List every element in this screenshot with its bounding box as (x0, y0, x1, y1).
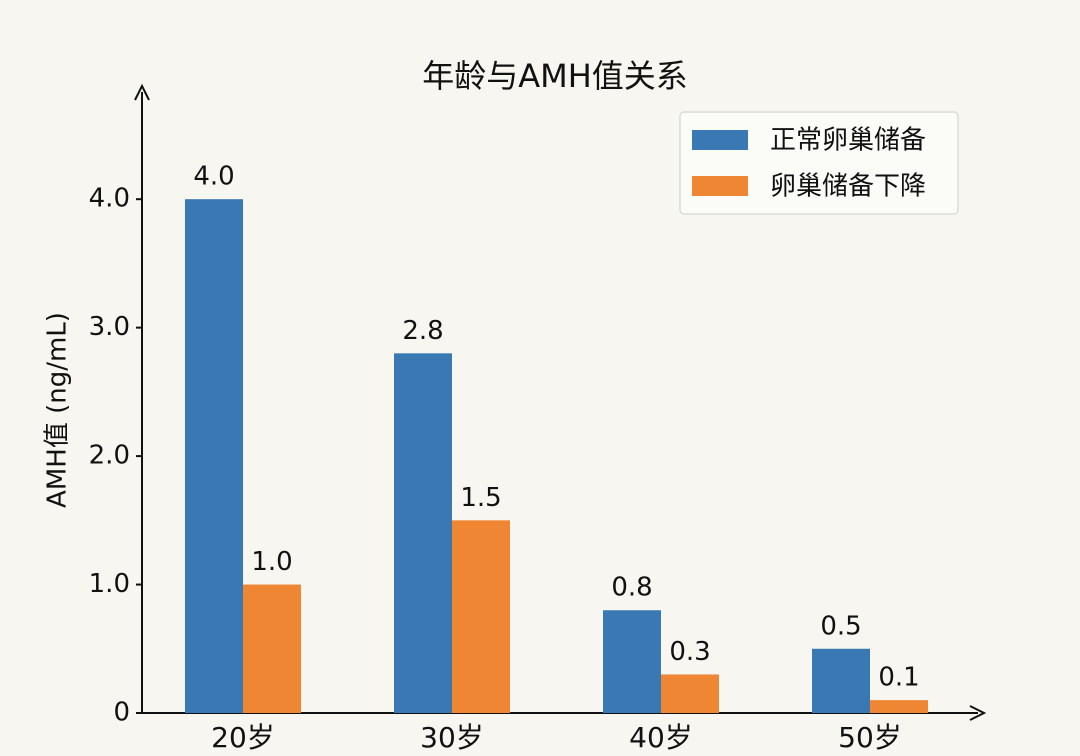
legend-swatch (692, 130, 748, 150)
bar (812, 648, 870, 713)
bar (185, 199, 243, 714)
value-label: 0.1 (878, 663, 919, 693)
x-tick-label: 20岁 (211, 721, 275, 754)
value-label: 2.8 (402, 316, 443, 346)
value-label: 0.5 (820, 611, 861, 641)
x-axis-arrow (969, 705, 987, 721)
value-label: 0.3 (669, 637, 710, 667)
x-tick-label: 50岁 (838, 721, 902, 754)
y-axis-label: AMH值 (ng/mL) (43, 312, 73, 508)
bar (661, 674, 719, 713)
x-tick-label: 30岁 (420, 721, 484, 754)
y-tick-label: 3.0 (89, 312, 130, 342)
bar (452, 520, 510, 713)
y-tick-label: 4.0 (89, 184, 130, 214)
value-label: 1.0 (251, 547, 292, 577)
bar (603, 610, 661, 713)
value-label: 1.5 (460, 483, 501, 513)
x-tick-label: 40岁 (629, 721, 693, 754)
y-tick-label: 0 (113, 698, 130, 728)
bar (243, 584, 301, 713)
legend-swatch (692, 176, 748, 196)
y-tick-label: 1.0 (89, 569, 130, 599)
y-axis-arrow (134, 83, 150, 101)
bar (870, 700, 928, 713)
value-label: 0.8 (611, 573, 652, 603)
chart-title: 年龄与AMH值关系 (422, 57, 688, 95)
y-tick-label: 2.0 (89, 441, 130, 471)
legend-label: 卵巢储备下降 (770, 172, 926, 202)
legend-label: 正常卵巢储备 (770, 126, 926, 156)
bar (394, 353, 452, 713)
legend-box (679, 111, 959, 215)
value-label: 4.0 (193, 162, 234, 192)
